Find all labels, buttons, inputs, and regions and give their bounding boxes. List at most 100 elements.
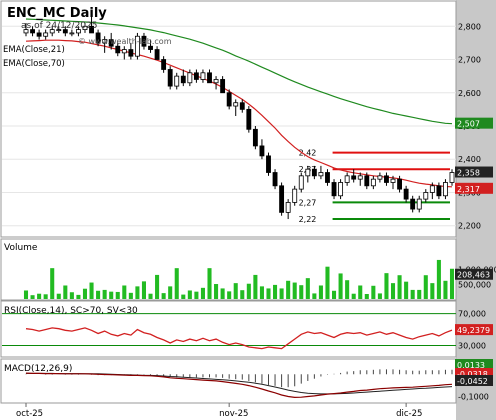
candle-body bbox=[62, 29, 68, 34]
candle-body bbox=[102, 39, 108, 44]
macd-value-badge: -0,0452 bbox=[457, 377, 488, 386]
volume-bar bbox=[417, 289, 422, 299]
candle-body bbox=[148, 45, 153, 50]
candles bbox=[23, 16, 455, 220]
rsi-tick-label: 30,000 bbox=[458, 341, 486, 350]
volume-bar bbox=[286, 280, 291, 299]
watermark: © www.wealth-lab.com bbox=[78, 37, 172, 46]
macd-value-badge-bg bbox=[455, 375, 493, 386]
candle-body bbox=[56, 29, 62, 32]
candle-body bbox=[311, 168, 317, 177]
candle-body bbox=[121, 49, 127, 54]
volume-bar bbox=[404, 281, 409, 299]
rsi-badge-bg bbox=[455, 324, 493, 336]
candle-body bbox=[49, 29, 55, 34]
candle-body bbox=[207, 72, 212, 84]
ema21-badge-bg bbox=[455, 182, 493, 194]
volume-bar bbox=[279, 288, 284, 299]
volume-bar bbox=[227, 291, 232, 299]
candle-body bbox=[338, 182, 344, 197]
candle-body bbox=[220, 79, 226, 94]
rsi-tick-label: 70,000 bbox=[458, 310, 486, 319]
volume-bar bbox=[266, 288, 271, 299]
volume-bar bbox=[37, 293, 42, 299]
rsi-panel-title: RSI(Close,14), SC>70, SV<30 bbox=[4, 306, 138, 316]
volume-tick-label: 500,000 bbox=[458, 280, 491, 289]
volume-bar bbox=[240, 290, 245, 299]
volume-bar bbox=[384, 273, 389, 299]
volume-bar bbox=[449, 268, 455, 299]
volume-bar bbox=[141, 281, 147, 299]
candle-body bbox=[285, 202, 291, 213]
volume-bar bbox=[338, 273, 343, 299]
volume-bar bbox=[253, 274, 258, 299]
volume-bar bbox=[102, 289, 107, 299]
price-tick-label: 2,200 bbox=[458, 222, 481, 231]
volume-bar bbox=[115, 291, 120, 299]
volume-bar bbox=[135, 286, 140, 299]
macd-tick-label: -0,1000 bbox=[458, 393, 489, 402]
candle-body bbox=[410, 198, 416, 210]
volume-bar bbox=[220, 288, 225, 299]
candle-body bbox=[436, 185, 442, 197]
candle-body bbox=[377, 175, 383, 180]
candle-body bbox=[272, 172, 278, 187]
volume-bar bbox=[63, 285, 68, 299]
candle-body bbox=[390, 178, 396, 183]
price-tick-label: 2,700 bbox=[458, 56, 481, 65]
volume-bar bbox=[122, 285, 127, 299]
price-panel bbox=[0, 0, 457, 238]
candle-body bbox=[239, 102, 245, 110]
candle-body bbox=[154, 49, 160, 60]
candle-body bbox=[161, 59, 167, 70]
volume-bar bbox=[436, 259, 441, 299]
candle-body bbox=[397, 178, 403, 190]
last-price-badge: 2,358 bbox=[457, 169, 480, 178]
volume-bar bbox=[30, 295, 35, 299]
chart-subtitle: as of 24/12/2025 bbox=[21, 21, 97, 31]
candle-body bbox=[266, 155, 271, 173]
candle-body bbox=[187, 72, 193, 84]
candle-body bbox=[357, 175, 363, 180]
candle-body bbox=[36, 32, 42, 37]
volume-bar bbox=[345, 280, 350, 299]
last-price-badge-bg bbox=[455, 166, 493, 178]
legend-ema70: EMA(Close,70) bbox=[3, 59, 65, 69]
candle-body bbox=[423, 192, 429, 200]
volume-bar bbox=[76, 294, 81, 299]
date-tick-label: dic-25 bbox=[396, 409, 422, 419]
date-tick-label: nov-25 bbox=[219, 409, 248, 419]
volume-bar bbox=[168, 286, 173, 299]
volume-bar bbox=[312, 293, 317, 299]
volume-bar bbox=[351, 293, 356, 299]
candle-body bbox=[331, 182, 337, 197]
price-tick-label: 2,400 bbox=[458, 155, 481, 164]
rsi-line bbox=[25, 327, 453, 350]
ema70-badge-bg bbox=[455, 117, 493, 129]
volume-bar bbox=[207, 268, 212, 299]
candle-body bbox=[30, 29, 35, 34]
candle-body bbox=[351, 175, 357, 180]
volume-bar bbox=[397, 275, 402, 299]
candle-body bbox=[213, 79, 219, 84]
candle-body bbox=[128, 49, 134, 57]
candle-body bbox=[449, 172, 455, 183]
volume-bar bbox=[23, 290, 29, 299]
support-label: 2,27 bbox=[299, 198, 317, 207]
volume-bar bbox=[364, 294, 369, 299]
volume-bar bbox=[299, 285, 304, 299]
macd-signal-badge: -0,0318 bbox=[457, 370, 488, 379]
candle-body bbox=[69, 32, 75, 35]
candle-body bbox=[298, 175, 304, 190]
price-tick-label: 2,800 bbox=[458, 22, 481, 31]
candle-body bbox=[23, 29, 29, 34]
candle-body bbox=[443, 182, 448, 197]
macd-hist-badge: 0,0133 bbox=[457, 361, 485, 370]
candle-body bbox=[95, 32, 101, 44]
volume-bar bbox=[161, 293, 166, 299]
candle-body bbox=[180, 75, 186, 84]
resistance-label: 2,42 bbox=[299, 149, 317, 158]
candle-body bbox=[141, 35, 147, 47]
